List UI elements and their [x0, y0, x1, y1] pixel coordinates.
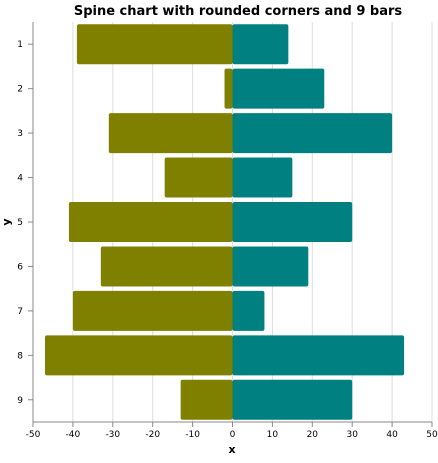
negative-bar-8: [44, 335, 233, 376]
y-tick-label: 9: [17, 396, 23, 406]
x-tick-label: -40: [66, 430, 81, 440]
x-tick-label: 50: [426, 430, 438, 440]
y-axis-title: y: [0, 218, 13, 225]
positive-bar-6: [232, 246, 309, 287]
positive-bar-1: [232, 24, 289, 65]
negative-bar-1: [76, 24, 233, 65]
y-tick-label: 4: [17, 174, 23, 184]
positive-bar-3: [232, 113, 393, 154]
chart-title: Spine chart with rounded corners and 9 b…: [74, 4, 403, 19]
y-tick-label: 7: [17, 307, 23, 317]
positive-bar-4: [232, 157, 293, 198]
positive-bar-8: [232, 335, 405, 376]
negative-bar-4: [164, 157, 233, 198]
positive-bar-2: [232, 68, 325, 109]
x-tick-label: 40: [386, 430, 398, 440]
axes: -50 -40 -30 -20 -10 0 10 20 30 40 50 1 2 3 4 5 6 7 8 9: [17, 22, 438, 440]
x-tick-label: -10: [185, 430, 200, 440]
x-tick-label: -20: [145, 430, 160, 440]
negative-bar-5: [68, 202, 233, 242]
negative-bar-6: [100, 246, 233, 287]
x-axis-title: x: [228, 443, 235, 456]
y-tick-label: 8: [17, 351, 23, 361]
x-tick-label: 0: [230, 430, 236, 440]
x-tick-label: -50: [26, 430, 41, 440]
x-tick-label: -30: [105, 430, 120, 440]
x-tick-label: 20: [307, 430, 319, 440]
x-tick-label: 30: [346, 430, 358, 440]
negative-bar-7: [72, 290, 233, 331]
negative-bar-3: [108, 113, 233, 154]
y-tick-label: 1: [17, 40, 23, 50]
positive-bar-5: [232, 202, 353, 242]
y-tick-label: 5: [17, 218, 23, 228]
positive-bar-7: [232, 290, 265, 331]
bars: [44, 24, 405, 420]
y-tick-label: 2: [17, 85, 23, 95]
y-tick-label: 6: [17, 262, 23, 272]
y-tick-label: 3: [17, 129, 23, 139]
negative-bar-2: [224, 68, 233, 109]
x-tick-label: 10: [267, 430, 279, 440]
negative-bar-9: [180, 379, 233, 420]
positive-bar-9: [232, 379, 353, 420]
